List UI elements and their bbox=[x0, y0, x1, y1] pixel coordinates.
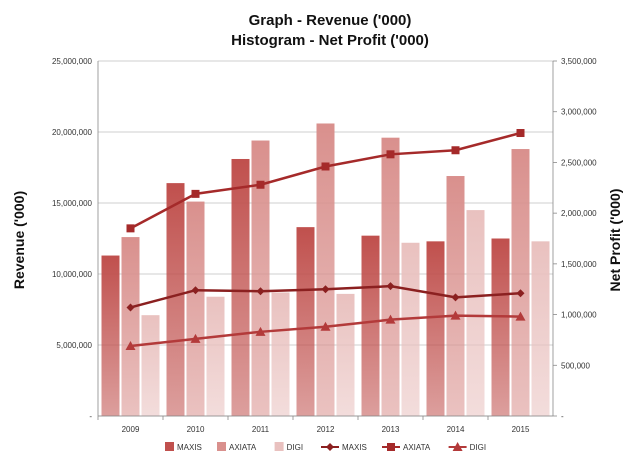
bars-layer bbox=[101, 123, 550, 417]
bar-digi-2015 bbox=[531, 241, 550, 416]
bar-maxis-2015 bbox=[491, 238, 510, 416]
legend-marker-maxis bbox=[326, 443, 334, 451]
chart-title: Graph - Revenue ('000) bbox=[249, 12, 412, 29]
bar-axiata-2009 bbox=[121, 237, 140, 416]
x-tick-label: 2011 bbox=[252, 425, 270, 434]
bar-digi-2014 bbox=[466, 210, 485, 416]
point-axiata-2014 bbox=[451, 146, 460, 155]
point-digi-2015 bbox=[515, 311, 526, 321]
point-digi-2012 bbox=[320, 321, 331, 331]
point-maxis-2015 bbox=[516, 289, 525, 298]
bar-digi-2009 bbox=[141, 315, 160, 416]
bar-axiata-2010 bbox=[186, 201, 205, 416]
left-tick-label: 15,000,000 bbox=[52, 199, 93, 208]
point-axiata-2013 bbox=[386, 150, 395, 159]
point-maxis-2010 bbox=[191, 286, 200, 295]
point-maxis-2014 bbox=[451, 293, 460, 302]
legend-label-line-digi: DIGI bbox=[470, 443, 486, 452]
legend-marker-digi bbox=[452, 442, 463, 451]
bar-axiata-2012 bbox=[316, 123, 335, 416]
left-tick-label: - bbox=[89, 412, 92, 421]
x-tick-label: 2012 bbox=[317, 425, 335, 434]
bar-digi-2012 bbox=[336, 293, 355, 416]
bar-axiata-2013 bbox=[381, 137, 400, 416]
x-tick-label: 2009 bbox=[122, 425, 140, 434]
point-axiata-2011 bbox=[256, 180, 265, 189]
left-tick-label: 5,000,000 bbox=[56, 341, 92, 350]
point-digi-2013 bbox=[385, 314, 396, 324]
bar-maxis-2009 bbox=[101, 255, 120, 416]
right-tick-label: 1,500,000 bbox=[561, 260, 597, 269]
bar-digi-2013 bbox=[401, 242, 420, 416]
right-tick-label: 1,000,000 bbox=[561, 311, 597, 320]
x-tick-label: 2010 bbox=[187, 425, 205, 434]
point-maxis-2009 bbox=[126, 303, 135, 312]
legend-label-bar-maxis: MAXIS bbox=[177, 443, 202, 452]
right-tick-label: 2,000,000 bbox=[561, 209, 597, 218]
point-digi-2010 bbox=[190, 333, 201, 343]
x-tick-label: 2015 bbox=[512, 425, 530, 434]
point-axiata-2012 bbox=[321, 162, 330, 171]
chart-subtitle: Histogram - Net Profit ('000) bbox=[231, 32, 429, 49]
legend-label-bar-digi: DIGI bbox=[287, 443, 303, 452]
bar-digi-2010 bbox=[206, 296, 225, 416]
left-tick-label: 25,000,000 bbox=[52, 57, 93, 66]
left-axis-title: Revenue ('000) bbox=[11, 191, 27, 289]
point-maxis-2011 bbox=[256, 287, 265, 296]
right-tick-label: 3,000,000 bbox=[561, 108, 597, 117]
left-tick-label: 20,000,000 bbox=[52, 128, 93, 137]
bar-maxis-2012 bbox=[296, 227, 315, 416]
legend-swatch-bar-maxis bbox=[165, 442, 174, 451]
legend: MAXIS AXIATA DIGI MAXIS AXIATA DIGI bbox=[165, 442, 486, 452]
point-axiata-2010 bbox=[191, 189, 200, 198]
lines-layer bbox=[125, 129, 526, 351]
x-tick-label: 2013 bbox=[382, 425, 400, 434]
bar-maxis-2014 bbox=[426, 241, 445, 416]
point-axiata-2009 bbox=[126, 224, 135, 233]
legend-marker-axiata bbox=[387, 443, 395, 451]
left-tick-label: 10,000,000 bbox=[52, 270, 93, 279]
bar-maxis-2013 bbox=[361, 235, 380, 416]
legend-label-line-axiata: AXIATA bbox=[403, 443, 431, 452]
bar-axiata-2011 bbox=[251, 140, 270, 416]
right-tick-label: - bbox=[561, 412, 564, 421]
point-digi-2009 bbox=[125, 341, 136, 351]
point-digi-2011 bbox=[255, 326, 266, 336]
legend-label-bar-axiata: AXIATA bbox=[229, 443, 257, 452]
right-tick-label: 500,000 bbox=[561, 361, 590, 370]
legend-label-line-maxis: MAXIS bbox=[342, 443, 367, 452]
x-tick-label: 2014 bbox=[447, 425, 465, 434]
point-axiata-2015 bbox=[516, 129, 525, 138]
point-digi-2014 bbox=[450, 310, 461, 320]
right-tick-label: 2,500,000 bbox=[561, 158, 597, 167]
bar-maxis-2010 bbox=[166, 183, 185, 416]
axis-layer: - 5,000,000 10,000,000 15,000,000 20,000,000… bbox=[52, 57, 597, 434]
bar-axiata-2015 bbox=[511, 149, 530, 417]
bar-digi-2011 bbox=[271, 292, 290, 416]
bar-maxis-2011 bbox=[231, 158, 250, 417]
legend-swatch-bar-digi bbox=[274, 442, 284, 451]
right-axis-title: Net Profit ('000) bbox=[607, 189, 623, 292]
right-tick-label: 3,500,000 bbox=[561, 57, 597, 66]
point-maxis-2012 bbox=[321, 285, 330, 294]
point-maxis-2013 bbox=[386, 282, 395, 291]
legend-swatch-bar-axiata bbox=[217, 442, 226, 451]
